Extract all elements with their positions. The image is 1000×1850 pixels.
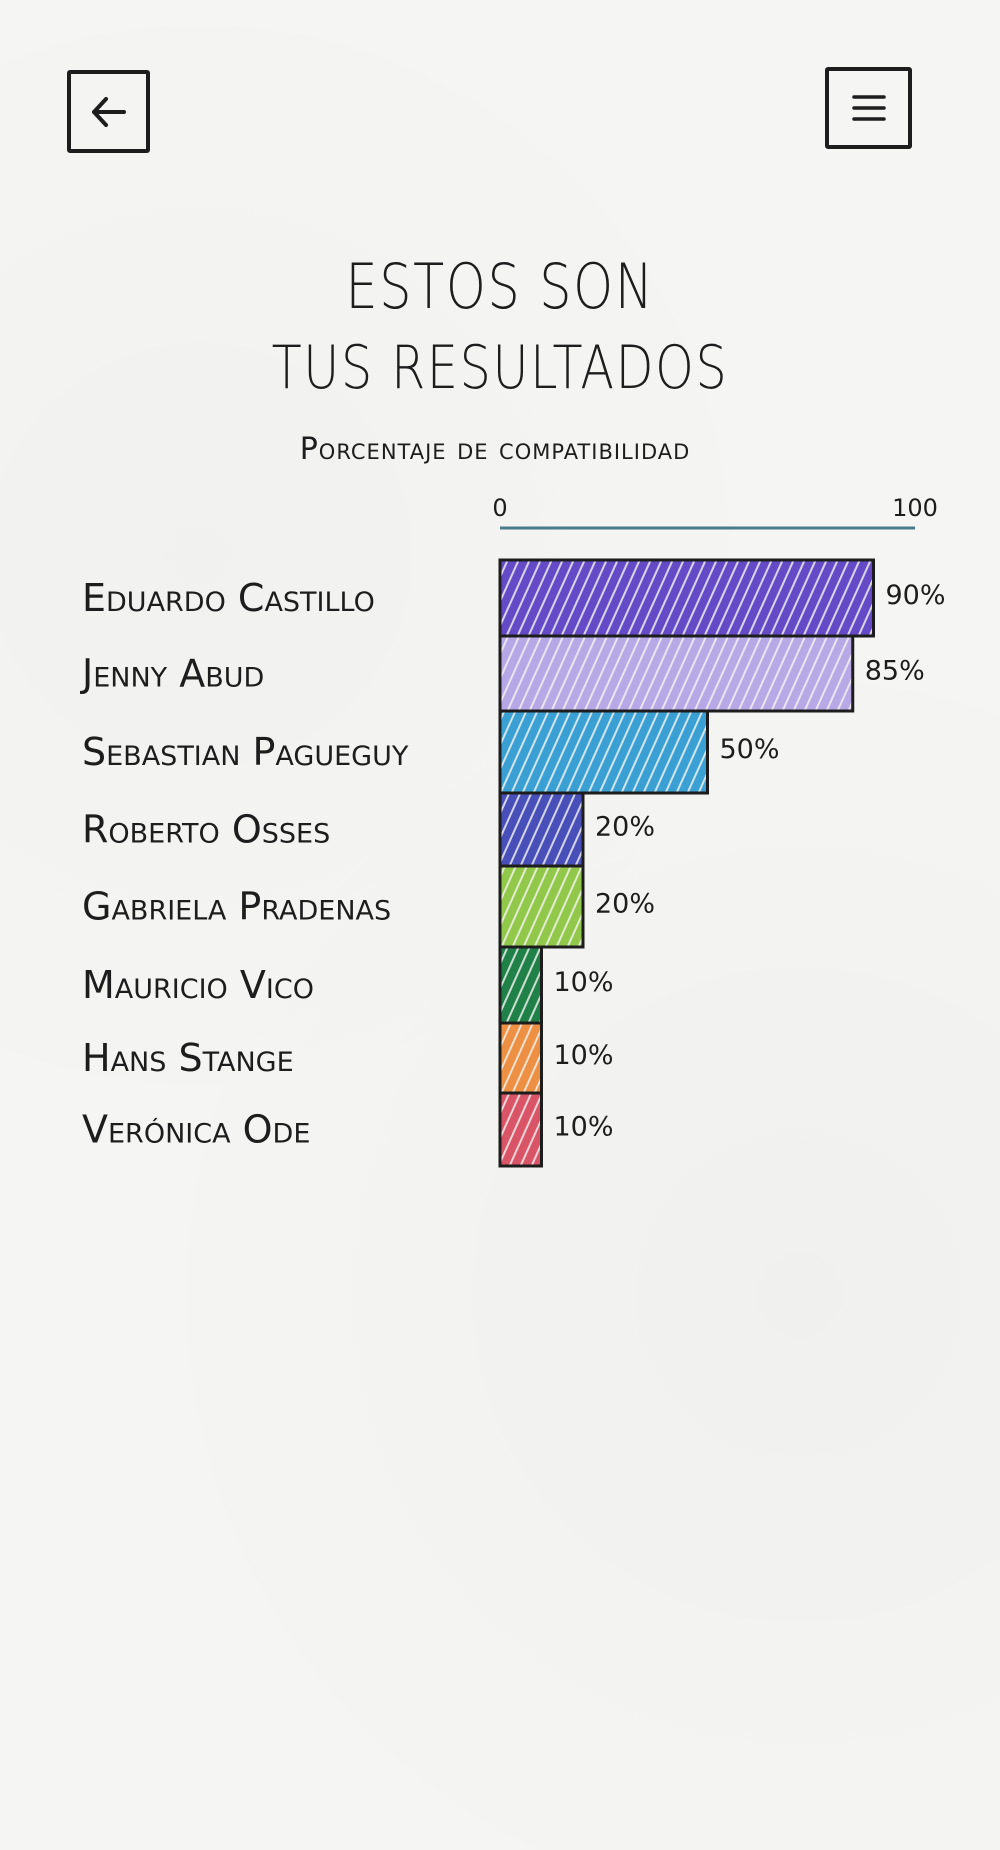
x-axis-tick-label: 100 <box>892 494 938 522</box>
hamburger-menu-icon <box>851 95 886 121</box>
bar-category-label: Sebastian Pagueguy <box>82 730 409 774</box>
bar-category-label: Eduardo Castillo <box>82 576 375 620</box>
bar-fill-scribble <box>500 560 874 636</box>
bar-value-label: 85% <box>865 656 925 687</box>
menu-button[interactable] <box>825 67 912 149</box>
arrow-left-icon <box>91 96 126 127</box>
chart-title: Porcentaje de compatibilidad <box>299 432 691 467</box>
bar-fill-scribble <box>500 711 708 793</box>
bar-category-label: Roberto Osses <box>82 808 330 852</box>
bar-category-label: Gabriela Pradenas <box>82 885 391 929</box>
bar-category-label: Verónica Ode <box>82 1108 310 1152</box>
x-axis-tick-label: 0 <box>492 494 507 522</box>
back-button[interactable] <box>67 70 150 153</box>
compatibility-chart: 0 100 Eduardo Castillo 90% Jenny Abud 85% Seb… <box>80 494 946 1168</box>
bar-value-label: 10% <box>554 967 614 998</box>
bar-fill-scribble <box>500 866 583 947</box>
bar-value-label: 50% <box>720 734 780 765</box>
bar-fill-scribble <box>500 636 853 711</box>
bar-category-label: Mauricio Vico <box>82 963 314 1007</box>
bar-category-label: Hans Stange <box>82 1036 294 1080</box>
bar-category-label: Jenny Abud <box>80 652 264 696</box>
bar <box>498 709 709 795</box>
bar-fill-scribble <box>500 1093 542 1166</box>
bar-value-label: 10% <box>554 1112 614 1143</box>
bar-value-label: 20% <box>595 812 655 843</box>
bar-value-label: 20% <box>595 889 655 920</box>
bar-fill-scribble <box>500 793 583 866</box>
bar-value-label: 90% <box>886 580 946 611</box>
bar-value-label: 10% <box>554 1040 614 1071</box>
page-title-line-2: TUS RESULTADOS <box>271 333 729 403</box>
page-title-line-1: ESTOS SON <box>345 250 655 323</box>
bar <box>498 1091 543 1168</box>
